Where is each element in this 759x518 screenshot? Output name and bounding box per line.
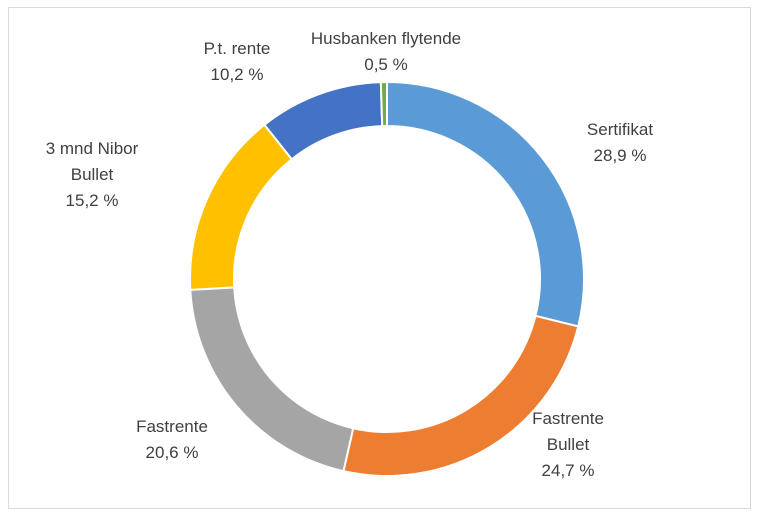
data-label: Husbanken flytende 0,5 %	[301, 26, 471, 78]
category-label: Fastrente	[136, 417, 208, 436]
data-label: 3 mnd Nibor Bullet 15,2 %	[37, 136, 147, 214]
category-label: P.t. rente	[203, 39, 271, 58]
donut-slice	[189, 123, 294, 291]
category-label: 3 mnd Nibor Bullet	[45, 139, 139, 184]
donut-slice	[386, 80, 585, 328]
value-label: 28,9 %	[593, 146, 647, 165]
data-label: P.t. rente 10,2 %	[177, 36, 297, 88]
data-label: Fastrente Bullet 24,7 %	[518, 406, 618, 484]
donut-slice	[263, 81, 384, 161]
chart-frame	[8, 7, 751, 509]
value-label: 24,7 %	[541, 461, 595, 480]
data-label: Fastrente 20,6 %	[112, 414, 232, 466]
donut-slice	[379, 80, 388, 128]
category-label: Husbanken flytende	[310, 29, 462, 48]
value-label: 10,2 %	[210, 65, 264, 84]
value-label: 15,2 %	[65, 191, 119, 210]
data-label: Sertifikat 28,9 %	[560, 117, 680, 169]
value-label: 0,5 %	[364, 55, 408, 74]
value-label: 20,6 %	[145, 443, 199, 462]
category-label: Sertifikat	[586, 120, 654, 139]
category-label: Fastrente Bullet	[532, 409, 604, 454]
